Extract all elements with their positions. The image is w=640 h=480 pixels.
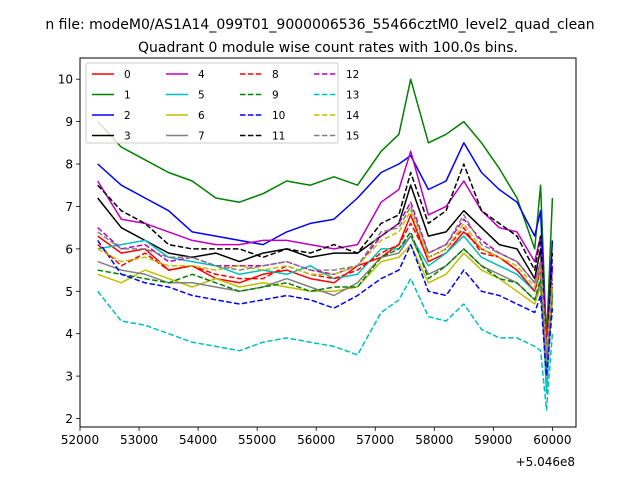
x-tick-label: 54000 (179, 433, 217, 447)
legend-label-7: 7 (198, 131, 205, 143)
series-line-15 (97, 205, 554, 360)
x-tick-label: 53000 (120, 433, 158, 447)
plot-frame (79, 57, 577, 428)
legend-label-4: 4 (198, 69, 205, 81)
legend-label-2: 2 (124, 110, 131, 122)
series-line-2 (97, 142, 554, 352)
legend-label-1: 1 (124, 90, 131, 102)
legend-label-12: 12 (346, 69, 359, 81)
legend-label-15: 15 (346, 131, 359, 143)
tick-layer: 52000 53000 54000 55000 56000 57000 58000 59000… (58, 73, 572, 447)
y-tick-label: 8 (65, 158, 73, 172)
x-tick-label: 57000 (356, 433, 394, 447)
y-tick-label: 9 (65, 115, 73, 129)
figure-suptitle: n file: modeM0/AS1A14_099T01_9000006536_… (45, 17, 594, 33)
series-line-4 (97, 150, 554, 343)
x-offset-label: +5.046e8 (516, 455, 575, 469)
series-line-1 (97, 78, 554, 343)
y-tick-label: 10 (58, 73, 73, 87)
legend-label-14: 14 (346, 110, 360, 122)
x-tick-label: 60000 (533, 433, 571, 447)
series-line-13 (97, 277, 554, 411)
x-tick-label: 55000 (238, 433, 276, 447)
x-tick-label: 58000 (415, 433, 453, 447)
chart-title: Quadrant 0 module wise count rates with … (138, 40, 518, 56)
legend-label-5: 5 (198, 90, 205, 102)
series-line-5 (97, 235, 554, 394)
x-tick-label: 59000 (474, 433, 512, 447)
series-line-10 (97, 239, 554, 377)
legend-label-6: 6 (198, 110, 205, 122)
x-tick-label: 56000 (297, 433, 335, 447)
series-line-9 (97, 231, 554, 356)
y-tick-label: 2 (65, 412, 73, 426)
y-tick-label: 6 (65, 242, 73, 256)
legend-label-11: 11 (272, 131, 285, 143)
y-tick-label: 3 (65, 370, 73, 384)
legend-label-0: 0 (124, 69, 131, 81)
legend-label-9: 9 (272, 90, 279, 102)
legend-label-8: 8 (272, 69, 279, 81)
legend-label-10: 10 (272, 110, 285, 122)
y-tick-label: 4 (65, 327, 73, 341)
series-layer (97, 78, 554, 411)
series-line-11 (97, 163, 554, 360)
series-line-12 (97, 201, 554, 356)
series-line-14 (97, 209, 554, 352)
legend-label-3: 3 (124, 131, 131, 143)
y-tick-label: 7 (65, 200, 73, 214)
legend-frame (85, 62, 339, 144)
y-tick-label: 5 (65, 285, 73, 299)
legend-label-13: 13 (346, 90, 359, 102)
x-tick-label: 52000 (61, 433, 99, 447)
series-line-6 (97, 243, 554, 377)
